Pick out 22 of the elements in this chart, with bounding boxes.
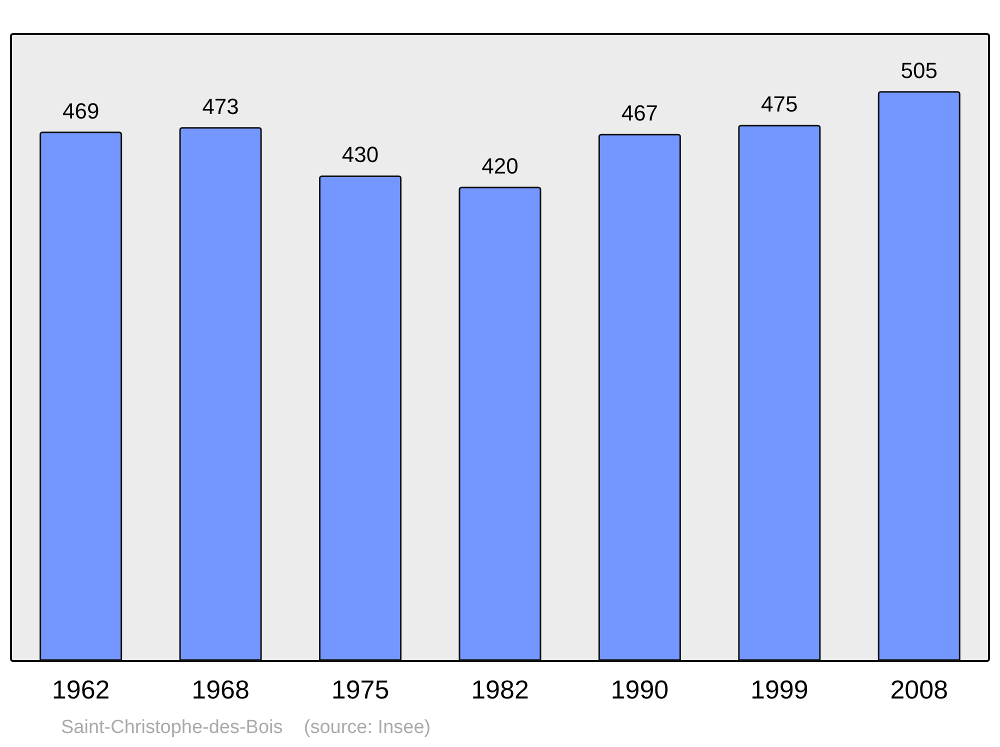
x-tick-label: 1968 bbox=[192, 674, 250, 704]
bar bbox=[598, 134, 681, 661]
data-label: 505 bbox=[900, 58, 938, 83]
data-label: 475 bbox=[761, 92, 798, 117]
text: Saint-Christophe-des-Bois (source: Insee) bbox=[61, 717, 431, 739]
bar bbox=[738, 124, 821, 661]
x-tick-label: 1982 bbox=[471, 674, 529, 704]
data-label: 469 bbox=[62, 98, 100, 124]
data-label: 467 bbox=[621, 100, 658, 126]
x-tick-label: 1990 bbox=[610, 674, 669, 704]
x-tick-label: 2008 bbox=[890, 674, 948, 704]
bar bbox=[179, 127, 262, 661]
x-tick-label: 1962 bbox=[52, 674, 110, 704]
data-label: 473 bbox=[202, 94, 239, 119]
bar bbox=[458, 186, 542, 661]
bar bbox=[40, 132, 122, 661]
x-tick-label: 1999 bbox=[750, 674, 808, 704]
bar bbox=[878, 91, 960, 661]
data-label: 420 bbox=[482, 153, 518, 178]
bar bbox=[319, 175, 402, 661]
data-label: 430 bbox=[342, 142, 379, 168]
x-tick-label: 1975 bbox=[331, 674, 390, 704]
